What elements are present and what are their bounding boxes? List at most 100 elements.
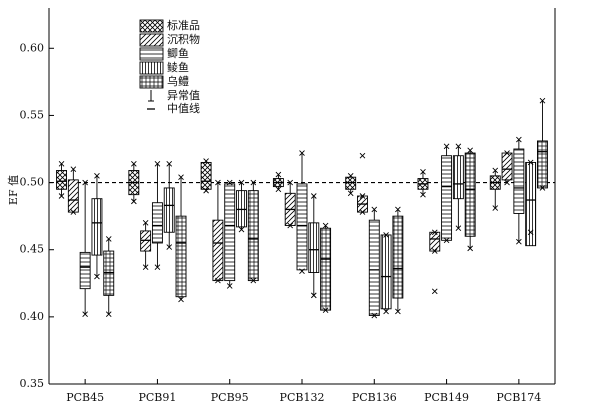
box — [247, 190, 259, 282]
y-tick-label: 0.45 — [20, 243, 45, 256]
legend-label: 乌鳢 — [167, 74, 189, 88]
whisker-end — [359, 209, 366, 215]
whisker-end — [492, 205, 499, 211]
legend-label: 异常值 — [167, 89, 200, 102]
box — [200, 161, 212, 190]
y-tick-label: 0.40 — [20, 310, 45, 323]
whisker-end — [395, 206, 401, 213]
box — [140, 230, 152, 252]
box — [464, 152, 476, 237]
whisker-end — [299, 150, 305, 156]
whisker-end — [250, 277, 257, 284]
whisker-end — [310, 193, 317, 199]
whisker-end — [359, 193, 366, 199]
box — [501, 152, 513, 181]
x-tick-label: PCB95 — [211, 391, 249, 404]
whisker-end — [154, 160, 161, 167]
box — [380, 234, 392, 310]
whisker-end — [322, 307, 329, 313]
whisker-end — [82, 179, 88, 186]
legend-label: 中值线 — [167, 101, 200, 115]
whisker-end — [58, 193, 65, 199]
whisker-end — [287, 179, 294, 186]
whisker-end — [178, 174, 184, 181]
whisker-end — [539, 185, 546, 191]
whisker-end — [166, 160, 173, 167]
y-tick-label: 0.55 — [20, 108, 45, 121]
whisker-end — [347, 173, 354, 179]
box — [224, 183, 236, 282]
whisker-end — [443, 143, 450, 150]
whisker-end — [516, 238, 522, 245]
whisker-end — [238, 179, 245, 186]
whisker-end — [383, 308, 389, 315]
x-tick-label: PCB174 — [496, 391, 541, 404]
box — [392, 215, 404, 299]
whisker-end — [455, 143, 462, 150]
whisker-end — [322, 222, 329, 229]
whisker-end — [82, 311, 88, 317]
whisker-end — [94, 173, 100, 179]
whisker-end — [94, 273, 100, 280]
whisker-end — [178, 296, 184, 303]
legend-swatch — [139, 61, 164, 75]
box — [345, 176, 357, 190]
legend-label: 鲮鱼 — [167, 60, 189, 74]
whisker-end — [527, 159, 534, 166]
box — [368, 219, 380, 316]
whisker-end — [443, 237, 450, 244]
whisker-end — [142, 220, 149, 226]
box — [67, 179, 79, 213]
whisker-end — [275, 171, 282, 178]
legend-swatch — [139, 33, 164, 47]
x-tick-label: PCB136 — [352, 391, 397, 404]
legend-swatch — [139, 47, 164, 61]
whisker-end — [105, 236, 112, 242]
box — [452, 155, 464, 200]
box — [212, 219, 224, 282]
x-tick-label: PCB91 — [138, 391, 176, 404]
whisker-end — [420, 169, 426, 175]
whisker-end — [142, 264, 149, 270]
box — [151, 202, 163, 244]
box — [103, 250, 115, 296]
x-tick-label: PCB45 — [66, 391, 104, 404]
whisker-end — [166, 244, 173, 250]
whisker-end — [347, 190, 354, 197]
whisker-end — [383, 232, 389, 238]
box — [441, 155, 453, 241]
y-tick-label: 0.50 — [20, 176, 45, 189]
whisker-end — [215, 179, 221, 186]
box — [429, 231, 441, 252]
y-tick-label: 0.35 — [20, 377, 45, 390]
box — [513, 148, 525, 214]
x-tick-label: PCB149 — [424, 391, 469, 404]
whisker-end — [250, 179, 257, 186]
whisker-end — [504, 179, 510, 186]
whisker-end — [287, 222, 294, 229]
whisker-end — [275, 186, 282, 193]
whisker-end — [431, 229, 438, 236]
whisker-end — [131, 198, 137, 205]
whisker-end — [70, 209, 77, 215]
legend-label: 沉积物 — [167, 32, 200, 46]
whisker-end — [455, 225, 462, 232]
whisker-end — [226, 179, 233, 186]
whisker-end — [58, 160, 65, 167]
y-tick-label: 0.60 — [20, 41, 45, 54]
whisker-end — [154, 264, 161, 270]
whisker-end — [539, 97, 546, 104]
box — [79, 251, 91, 290]
whisker-end — [527, 229, 534, 236]
box — [163, 187, 175, 233]
whisker-end — [504, 150, 510, 156]
whisker-end — [467, 147, 473, 154]
y-axis-label: EF 值 — [7, 175, 20, 205]
whisker-end — [359, 152, 366, 159]
whisker-end — [310, 292, 317, 299]
whisker-end — [516, 136, 522, 143]
legend-label: 标准品 — [167, 18, 200, 32]
whisker-end — [431, 288, 438, 295]
whisker-end — [431, 248, 438, 254]
